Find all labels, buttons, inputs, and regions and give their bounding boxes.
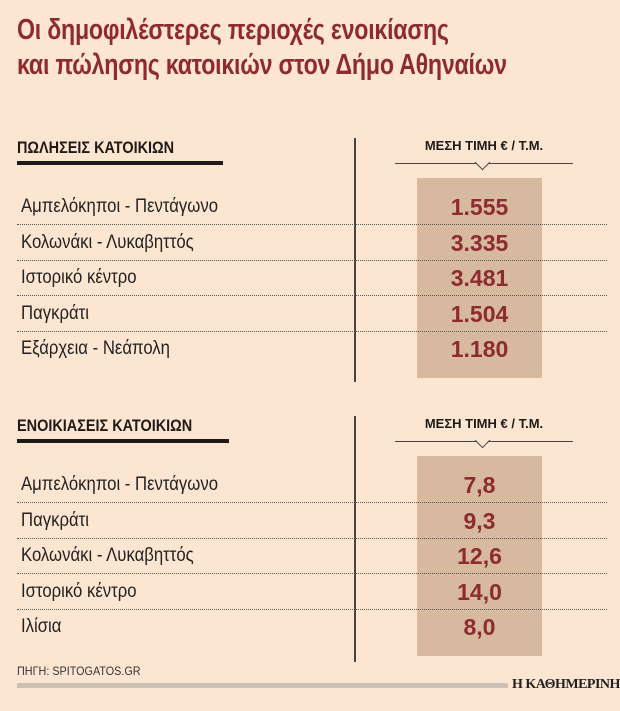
column-header: ΜΕΣΗ ΤΙΜΗ € / Τ.Μ.	[424, 416, 544, 431]
area-name: Παγκράτι	[21, 509, 89, 531]
area-name: Αμπελόκηποι - Πεντάγωνο	[21, 474, 219, 495]
source-note: ΠΗΓΗ: SPITOGATOS.GR	[17, 664, 141, 678]
column-divider	[354, 416, 356, 662]
title-line-2: και πώλησης κατοικιών στον Δήμο Αθηναίων	[17, 49, 507, 81]
section-underline	[17, 439, 229, 443]
section-title: ΠΩΛΗΣΕΙΣ ΚΑΤΟΙΚΙΩΝ	[17, 138, 175, 157]
table-row: Κολωνάκι - Λυκαβηττός 12,6	[17, 539, 607, 574]
table-row: Κολωνάκι - Λυκαβηττός 3.335	[17, 226, 607, 261]
table-row: Ιλίσια 8,0	[17, 610, 607, 645]
area-name: Ιλίσια	[21, 616, 62, 637]
row-divider	[17, 608, 607, 610]
price-value: 1.504	[450, 300, 509, 327]
table-row: Παγκράτι 9,3	[17, 504, 607, 539]
table-row: Ιστορικό κέντρο 3.481	[17, 261, 607, 296]
price-value: 12,6	[457, 543, 502, 569]
area-name: Εξάρχεια - Νεάπολη	[21, 338, 170, 359]
price-value: 9,3	[463, 507, 496, 534]
price-value: 1.555	[450, 194, 509, 220]
table-row: Αμπελόκηποι - Πεντάγωνο 1.555	[17, 190, 607, 225]
table-row: Αμπελόκηποι - Πεντάγωνο 7,8	[17, 468, 607, 503]
title-line-1: Οι δημοφιλέστερες περιοχές ενοικίασης	[17, 14, 449, 46]
row-divider	[17, 259, 607, 261]
value-column-box	[417, 178, 542, 378]
price-value: 1.180	[450, 336, 509, 362]
area-name: Ιστορικό κέντρο	[21, 267, 137, 288]
area-name: Κολωνάκι - Λυκαβηττός	[21, 231, 194, 253]
price-value: 7,8	[463, 472, 496, 498]
row-divider	[17, 573, 607, 574]
table-row: Παγκράτι 1.504	[17, 297, 607, 332]
row-divider	[17, 330, 607, 332]
row-divider	[17, 502, 607, 503]
price-value: 3.481	[450, 265, 509, 291]
area-name: Ιστορικό κέντρο	[21, 580, 137, 602]
area-name: Παγκράτι	[21, 302, 89, 324]
price-value: 8,0	[463, 614, 496, 640]
area-name: Κολωνάκι - Λυκαβηττός	[21, 545, 194, 566]
chevron-down-icon	[474, 432, 491, 449]
section-underline	[17, 161, 223, 165]
row-divider	[17, 224, 607, 225]
row-divider	[17, 537, 607, 539]
table-row: Ιστορικό κέντρο 14,0	[17, 575, 607, 610]
price-value: 3.335	[450, 229, 509, 256]
chevron-down-icon	[474, 154, 491, 171]
price-value: 14,0	[457, 578, 502, 605]
value-column-box	[417, 456, 542, 656]
row-divider	[17, 295, 607, 296]
publisher-logo: Η ΚΑΘΗΜΕΡΙΝΗ	[512, 677, 620, 692]
section-title: ΕΝΟΙΚΙΑΣΕΙΣ ΚΑΤΟΙΚΙΩΝ	[17, 416, 193, 435]
column-header: ΜΕΣΗ ΤΙΜΗ € / Τ.Μ.	[424, 138, 544, 153]
bottom-bar	[17, 683, 508, 688]
area-name: Αμπελόκηποι - Πεντάγωνο	[21, 196, 219, 217]
table-row: Εξάρχεια - Νεάπολη 1.180	[17, 332, 607, 367]
